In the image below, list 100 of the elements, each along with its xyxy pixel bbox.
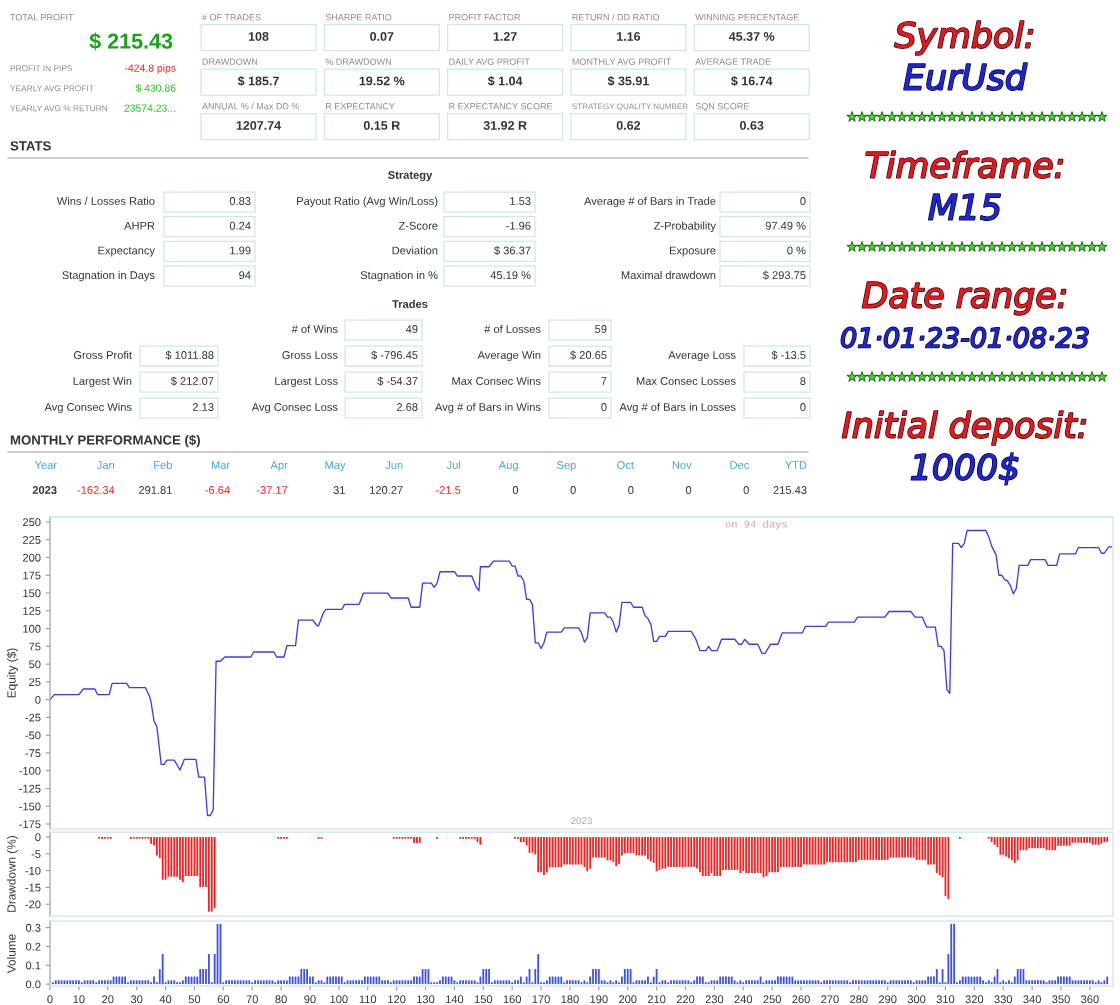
y-tick-label: -15 [25, 883, 41, 892]
text: Avg # of Bars in Wins [435, 402, 541, 414]
text: Maximal drawdown [621, 270, 716, 280]
text: Payout Ratio (Avg Win/Loss) [297, 196, 438, 208]
text: 59 [595, 325, 607, 333]
text: 49 [405, 325, 418, 333]
text: 0.62 [616, 121, 641, 130]
text: $ -796.45 [371, 350, 418, 360]
text: 1.53 [510, 197, 531, 205]
text: ANNUAL % / Max DD % [202, 102, 300, 110]
text: % DRAWDOWN [325, 58, 391, 65]
text: $ 185.7 [237, 75, 279, 87]
x-tick-label: 90 [304, 995, 316, 1004]
text: $ 430.86 [135, 83, 176, 93]
y-axis-title: Equity ($) [6, 648, 18, 698]
x-tick-label: 200 [619, 995, 637, 1004]
text: Deviation [392, 246, 438, 255]
x-tick-label: 80 [275, 995, 287, 1004]
text: STATS [10, 141, 51, 151]
text: Average Loss [668, 351, 736, 362]
text: 1000$ [911, 453, 1018, 485]
text: WINNING PERCENTAGE [695, 14, 799, 21]
text: 215.43 [773, 486, 807, 494]
text: # of Losses [484, 324, 541, 333]
y-tick-label: 25 [29, 678, 41, 687]
text: Average Win [477, 350, 541, 362]
text: SQN SCORE [695, 103, 749, 112]
text: -37.17 [256, 486, 288, 494]
y-tick-label: -125 [19, 784, 41, 793]
y-tick-label: 75 [29, 642, 41, 651]
y-tick-label: 125 [23, 607, 41, 615]
x-tick-label: 360 [1081, 995, 1099, 1004]
x-tick-label: 230 [705, 995, 724, 1004]
text: $ 212.07 [170, 376, 214, 386]
text: 2.68 [396, 403, 418, 411]
text: 31 [333, 486, 345, 494]
x-tick-label: 220 [676, 995, 695, 1004]
x-tick-label: 120 [388, 995, 406, 1004]
text: $ 1.04 [487, 75, 523, 87]
text: 0.63 [740, 121, 764, 130]
text: 0.24 [229, 221, 251, 230]
category-label: May [325, 461, 346, 472]
text: Symbol: [894, 21, 1033, 55]
category-label: Jun [385, 461, 403, 469]
y-tick-label: 250 [22, 518, 41, 527]
text: Stagnation in Days [62, 270, 155, 282]
y-tick-label: 100 [23, 624, 41, 633]
x-tick-label: 150 [474, 995, 493, 1004]
y-tick-label: -25 [25, 713, 41, 722]
y-axis-title: Drawdown (%) [7, 836, 18, 912]
text: 108 [248, 32, 269, 41]
y-tick-label: -5 [31, 850, 41, 858]
text: $ 293.75 [762, 270, 806, 280]
y-tick-label: 0 [35, 695, 41, 704]
x-tick-label: 110 [359, 995, 377, 1004]
text: 8 [800, 377, 806, 385]
text: DAILY AVG PROFIT [449, 58, 530, 65]
x-tick-label: 180 [561, 995, 579, 1004]
x-tick-label: 330 [994, 995, 1013, 1004]
text: 0.15 R [363, 121, 400, 130]
text: Z-Probability [653, 221, 716, 232]
text: # of Wins [291, 324, 338, 333]
text: 120.27 [370, 486, 403, 494]
text: $ 35.91 [607, 75, 649, 87]
text: Date range: [862, 282, 1066, 315]
x-tick-label: 0 [47, 995, 53, 1004]
text: Gross Profit [73, 350, 132, 359]
x-tick-label: 20 [102, 995, 114, 1004]
text: -162.34 [77, 486, 115, 494]
x-tick-label: 190 [590, 995, 608, 1004]
category-label: Jul [446, 460, 461, 469]
x-tick-label: 310 [936, 995, 955, 1004]
text: $ 16.74 [731, 75, 773, 87]
text: -1.96 [506, 221, 531, 230]
text: 97.49 % [765, 221, 806, 230]
text: Wins / Losses Ratio [56, 196, 155, 205]
y-tick-label: 0.1 [25, 961, 41, 970]
text: Max Consec Losses [636, 377, 736, 385]
text: YEARLY AVG % RETURN [10, 105, 108, 112]
text: EurUsd [904, 63, 1028, 91]
y-tick-label: -10 [25, 866, 41, 875]
x-tick-label: 340 [1023, 995, 1041, 1004]
x-tick-label: 30 [130, 995, 143, 1004]
x-tick-label: 290 [878, 995, 897, 1004]
line-series [50, 529, 1113, 817]
y-tick-label: -75 [25, 749, 41, 758]
text: 7 [601, 377, 607, 385]
text: 0 % [787, 246, 806, 255]
x-tick-label: 260 [792, 995, 810, 1004]
text: $ 215.43 [89, 32, 173, 51]
text: 0 [743, 486, 749, 494]
text: # OF TRADES [202, 14, 261, 21]
text: 0.07 [370, 32, 394, 41]
category-label: Dec [730, 461, 750, 469]
text: STRATEGY QUALITY NUMBER [572, 103, 688, 111]
text: 94 [239, 271, 251, 280]
category-label: Aug [498, 461, 518, 472]
text: $ -13.5 [771, 350, 806, 360]
y-tick-label: 150 [23, 589, 41, 598]
y-tick-label: 175 [23, 571, 41, 580]
